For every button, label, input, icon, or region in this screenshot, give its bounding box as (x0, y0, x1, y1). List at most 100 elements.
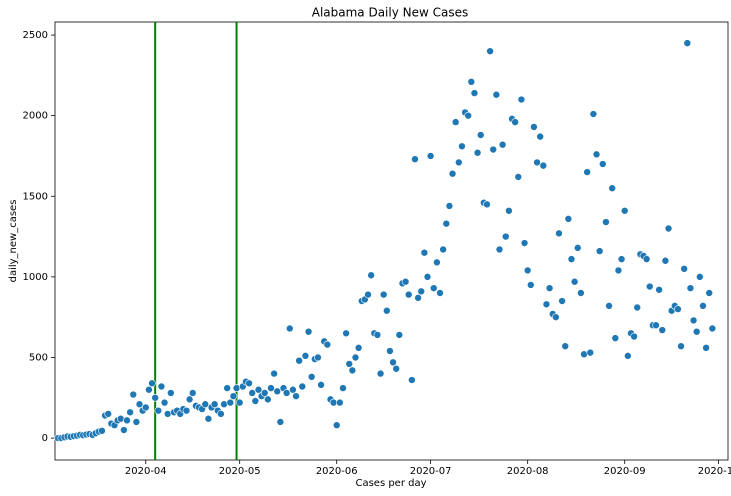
point (664, 224, 673, 233)
x-tick-label: 2020-04 (125, 466, 167, 477)
x-tick-label: 2020-09 (604, 466, 646, 477)
point (433, 258, 441, 267)
point (567, 255, 576, 263)
point (317, 381, 325, 389)
point (417, 287, 426, 296)
point (285, 324, 294, 333)
point (702, 343, 710, 352)
point (555, 229, 563, 238)
point (686, 284, 695, 292)
point (414, 294, 422, 302)
point (539, 161, 548, 170)
x-tick-label: 2020-05 (219, 466, 261, 477)
point (270, 369, 278, 378)
point (630, 332, 638, 341)
x-axis-label: Cases per day (355, 478, 426, 489)
y-tick-label: 1000 (23, 272, 48, 283)
point (282, 389, 291, 397)
point (451, 118, 460, 126)
point (708, 324, 717, 333)
point (624, 352, 632, 360)
point (683, 39, 692, 47)
point (592, 150, 601, 159)
point (598, 160, 607, 168)
point (386, 347, 394, 355)
point (580, 350, 588, 359)
point (223, 384, 231, 392)
point (401, 277, 410, 286)
point (132, 418, 141, 426)
point (577, 289, 585, 297)
point (429, 284, 438, 292)
point (267, 384, 275, 392)
chart-title: Alabama Daily New Cases (312, 6, 469, 20)
point (411, 155, 419, 163)
point (251, 397, 260, 405)
point (392, 364, 400, 373)
point (655, 285, 663, 294)
point (367, 271, 375, 280)
point (348, 366, 357, 375)
point (123, 416, 131, 425)
point (260, 389, 269, 397)
point (98, 427, 106, 435)
point (674, 305, 682, 313)
point (552, 313, 560, 321)
point (498, 140, 507, 149)
point (633, 303, 642, 312)
point (699, 302, 707, 310)
point (658, 326, 667, 334)
point (298, 382, 307, 391)
point (404, 290, 413, 299)
point (542, 300, 551, 309)
point (329, 398, 338, 407)
point (104, 410, 113, 418)
point (530, 123, 538, 131)
point (495, 245, 504, 254)
point (145, 385, 153, 394)
point (473, 148, 482, 157)
point (467, 78, 476, 86)
point (120, 426, 128, 434)
point (201, 400, 210, 409)
point (235, 398, 244, 407)
point (332, 421, 341, 429)
point (273, 387, 282, 396)
point (116, 414, 125, 423)
point (314, 353, 322, 362)
point (226, 398, 235, 407)
point (464, 111, 472, 120)
point (141, 403, 150, 412)
point (514, 173, 523, 181)
point (408, 376, 416, 384)
point (185, 395, 194, 404)
point (160, 398, 169, 407)
point (220, 400, 228, 409)
point (154, 406, 163, 415)
point (351, 353, 360, 362)
point (301, 352, 310, 360)
point (517, 95, 526, 104)
point (492, 90, 501, 99)
point (589, 110, 598, 118)
point (605, 302, 613, 310)
point (533, 158, 541, 167)
point (523, 266, 532, 275)
point (642, 255, 651, 263)
point (383, 306, 391, 315)
point (379, 290, 388, 299)
point (364, 290, 372, 299)
point (573, 244, 582, 252)
point (696, 273, 704, 281)
point (232, 384, 241, 392)
point (458, 142, 466, 151)
point (389, 358, 397, 367)
point (526, 281, 535, 289)
point (614, 266, 623, 275)
point (545, 284, 554, 292)
point (204, 414, 213, 423)
point (210, 400, 219, 409)
